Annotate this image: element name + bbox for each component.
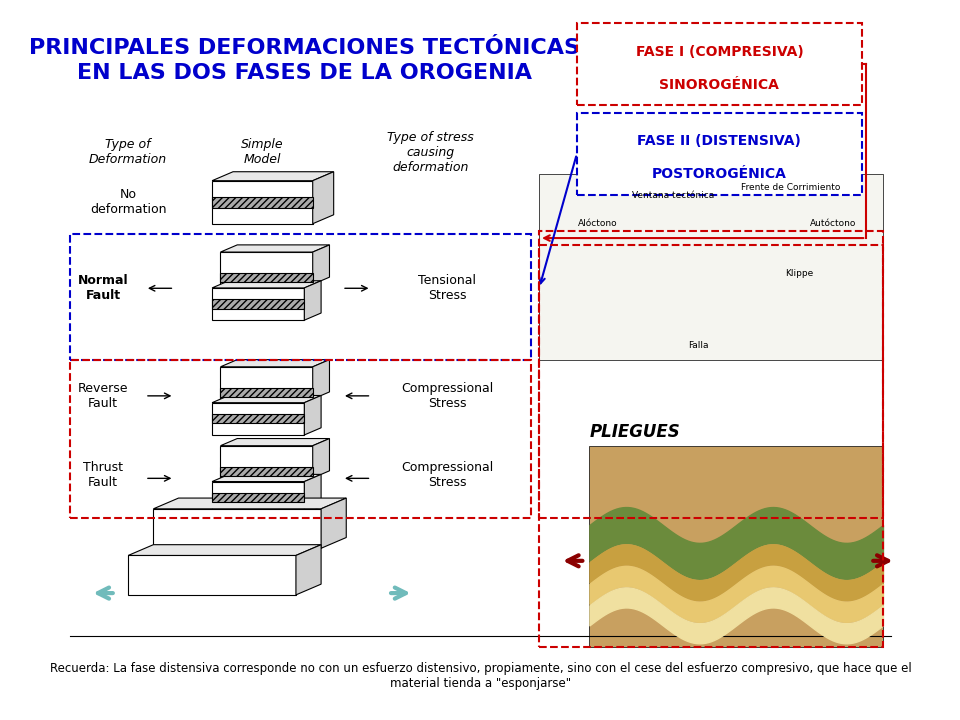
Polygon shape: [221, 273, 313, 282]
Polygon shape: [212, 300, 304, 309]
Polygon shape: [212, 288, 304, 320]
Polygon shape: [212, 414, 304, 423]
Polygon shape: [313, 438, 329, 478]
Text: POSTOROGÉNICA: POSTOROGÉNICA: [652, 168, 787, 181]
Polygon shape: [212, 474, 321, 482]
Text: Normal
Fault: Normal Fault: [78, 274, 129, 302]
Text: Recuerda: La fase distensiva corresponde no con un esfuerzo distensivo, propiame: Recuerda: La fase distensiva corresponde…: [50, 662, 911, 690]
Text: Compressional
Stress: Compressional Stress: [400, 461, 493, 489]
Text: Simple
Model: Simple Model: [241, 138, 284, 166]
Polygon shape: [129, 545, 321, 555]
Polygon shape: [212, 395, 321, 402]
Text: SINOROGÉNICA: SINOROGÉNICA: [660, 78, 780, 91]
Polygon shape: [313, 172, 334, 224]
Text: Falla: Falla: [688, 341, 708, 350]
Text: Compressional
Stress: Compressional Stress: [400, 382, 493, 410]
Polygon shape: [221, 438, 329, 446]
Text: Alóctono: Alóctono: [578, 219, 617, 228]
Polygon shape: [221, 467, 313, 476]
Text: Tensional
Stress: Tensional Stress: [418, 274, 476, 302]
Text: Thrust
Fault: Thrust Fault: [84, 461, 123, 489]
Polygon shape: [129, 555, 296, 595]
Polygon shape: [221, 387, 313, 397]
Text: No
deformation: No deformation: [90, 188, 166, 216]
Polygon shape: [313, 245, 329, 284]
Text: FASE II (DISTENSIVA): FASE II (DISTENSIVA): [637, 135, 802, 148]
Text: Frente de Corrimiento: Frente de Corrimiento: [741, 184, 840, 192]
FancyBboxPatch shape: [577, 112, 862, 195]
FancyBboxPatch shape: [540, 174, 883, 360]
Text: Klippe: Klippe: [785, 269, 813, 279]
FancyBboxPatch shape: [577, 23, 862, 105]
Polygon shape: [296, 545, 321, 595]
Polygon shape: [212, 181, 313, 224]
Polygon shape: [321, 498, 347, 548]
Text: Autóctono: Autóctono: [809, 219, 855, 228]
Text: Type of
Deformation: Type of Deformation: [89, 138, 167, 166]
Text: PRINCIPALES DEFORMACIONES TECTÓNICAS: PRINCIPALES DEFORMACIONES TECTÓNICAS: [29, 38, 580, 58]
Polygon shape: [212, 281, 321, 288]
Polygon shape: [154, 509, 321, 548]
Polygon shape: [304, 281, 321, 320]
Text: PLIEGUES: PLIEGUES: [589, 423, 681, 441]
Polygon shape: [221, 446, 313, 478]
Polygon shape: [221, 245, 329, 252]
Polygon shape: [221, 252, 313, 284]
Polygon shape: [304, 395, 321, 435]
Text: EN LAS DOS FASES DE LA OROGENIA: EN LAS DOS FASES DE LA OROGENIA: [77, 63, 532, 83]
Text: Type of stress
causing
deformation: Type of stress causing deformation: [387, 130, 473, 174]
Polygon shape: [154, 498, 347, 509]
Polygon shape: [212, 172, 334, 181]
Polygon shape: [221, 360, 329, 366]
Text: Ventana tectónica: Ventana tectónica: [633, 191, 714, 199]
FancyBboxPatch shape: [589, 446, 883, 647]
Text: Reverse
Fault: Reverse Fault: [78, 382, 129, 410]
Polygon shape: [313, 360, 329, 399]
Text: FASE I (COMPRESIVA): FASE I (COMPRESIVA): [636, 45, 804, 59]
Polygon shape: [212, 482, 304, 514]
Polygon shape: [221, 366, 313, 399]
Polygon shape: [212, 402, 304, 435]
Polygon shape: [212, 493, 304, 503]
Polygon shape: [304, 474, 321, 514]
Polygon shape: [212, 197, 313, 207]
